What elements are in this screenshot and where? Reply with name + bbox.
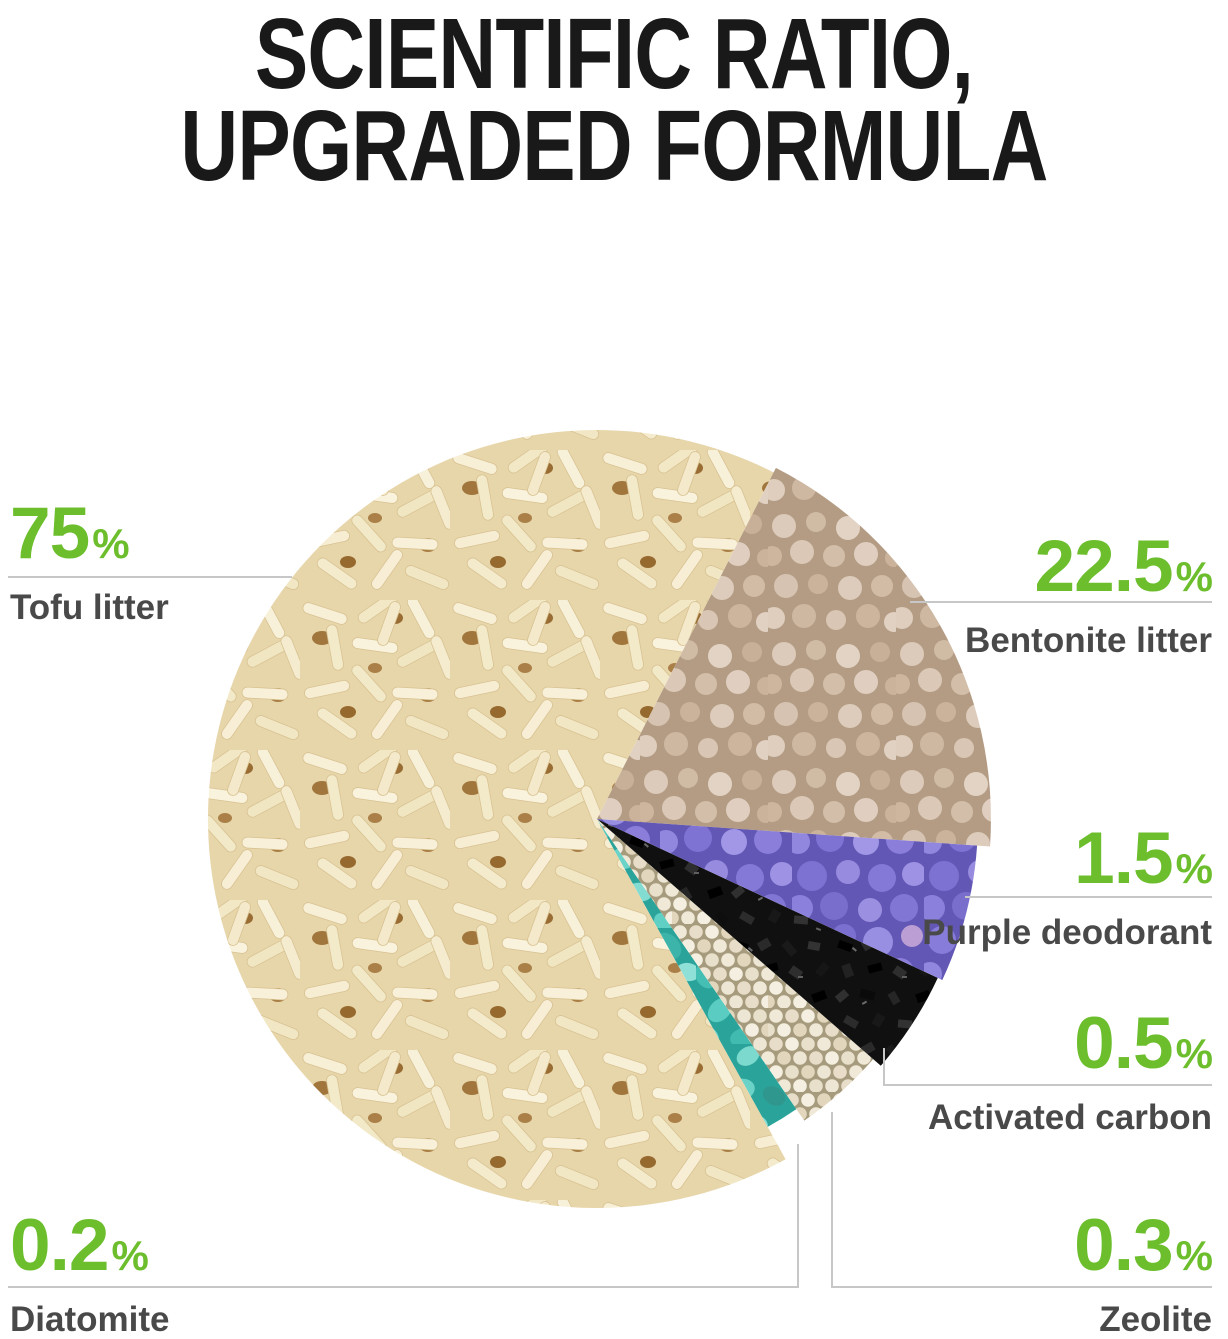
label-activated-carbon: 0.5% Activated carbon [928,1007,1213,1137]
purple-deodorant-label: Purple deodorant [922,913,1212,952]
zeolite-percent-value: 0.3 [1074,1205,1173,1286]
page-title-line1: SCIENTIFIC RATIO, [254,0,974,110]
leader-line-zeolite [831,1286,1212,1288]
label-zeolite: 0.3% Zeolite [1074,1209,1213,1339]
bentonite-percent-value: 22.5 [1034,526,1174,607]
tofu-percent-value: 75 [10,493,90,574]
zeolite-label: Zeolite [1099,1300,1212,1339]
label-purple-deodorant: 1.5% Purple deodorant [922,822,1213,952]
tofu-percent-sign: % [92,520,129,567]
diatomite-percent-sign: % [111,1232,148,1279]
activated-carbon-label: Activated carbon [928,1098,1212,1137]
activated-carbon-percent-sign: % [1175,1030,1213,1077]
purple-deodorant-percent-value: 1.5 [1074,818,1173,899]
bentonite-label: Bentonite litter [965,621,1212,660]
leader-line-zeolite-vertical [831,1112,833,1288]
leader-line-tofu [8,576,292,578]
page-title-line2: UPGRADED FORMULA [180,90,1048,202]
leader-line-bentonite [910,601,1212,603]
activated-carbon-percent: 0.5% [928,1007,1213,1090]
pie-slice-tofu [207,429,786,1208]
diatomite-percent-value: 0.2 [10,1205,109,1286]
tofu-label: Tofu litter [10,588,169,627]
pie-slice-bentonite [597,467,991,847]
purple-deodorant-percent: 1.5% [922,822,1213,905]
pie-slice-activated-carbon [597,819,938,1066]
zeolite-percent: 0.3% [1074,1209,1213,1292]
leader-line-diatomite-vertical [797,1144,799,1288]
leader-line-diatomite [8,1286,799,1288]
bentonite-percent: 22.5% [965,530,1213,613]
leader-line-purple-deodorant [965,896,1212,898]
leader-line-activated-carbon [883,1084,1212,1086]
page-title: SCIENTIFIC RATIO, UPGRADED FORMULA [123,0,1105,202]
pie-slice-diatomite [597,819,797,1127]
leader-line-activated-carbon-vertical [883,1048,885,1086]
label-bentonite: 22.5% Bentonite litter [965,530,1213,660]
diatomite-percent: 0.2% [10,1209,169,1292]
diatomite-label: Diatomite [10,1300,170,1339]
bentonite-percent-sign: % [1175,553,1213,600]
zeolite-percent-sign: % [1175,1232,1213,1279]
pie-slice-purple-deodorant [597,819,978,980]
label-diatomite: 0.2% Diatomite [10,1209,169,1339]
pie-slice-zeolite [597,819,874,1121]
label-tofu: 75% Tofu litter [10,497,169,627]
purple-deodorant-percent-sign: % [1175,845,1213,892]
tofu-percent: 75% [10,497,169,580]
activated-carbon-percent-value: 0.5 [1074,1003,1173,1084]
